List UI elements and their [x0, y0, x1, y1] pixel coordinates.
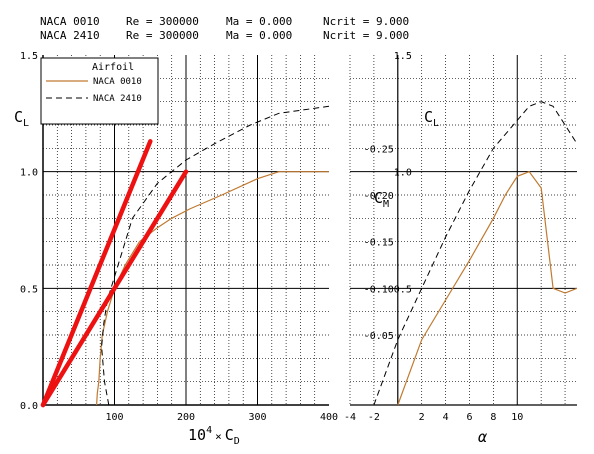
drag-polar-panel: 0.0 0.5 1.0 1.5 100 200 300 400 CL 104 × CD Airf…	[14, 51, 338, 447]
alpha-axis-label: α	[478, 428, 488, 446]
header-ma-1: Ma = 0.000	[226, 15, 292, 28]
legend-label-naca0010: NACA 0010	[93, 77, 142, 87]
legend-box	[40, 57, 159, 125]
legend: Airfoil NACA 0010 NACA 2410	[40, 57, 159, 125]
cl-tick-label: 0.5	[20, 284, 38, 295]
alpha-tick-label: 8	[490, 412, 496, 423]
lift-alpha-panel: 1.5 1.0 0.5 -0.25 -0.20 -0.15 -0.10 -0.05 -4 -2…	[344, 51, 578, 446]
series-line-naca2410	[101, 105, 330, 406]
alpha-axes	[350, 55, 577, 406]
cm-tick-label: -0.15	[364, 238, 394, 249]
cm-tick-label: -0.20	[364, 191, 394, 202]
polar-series	[40, 105, 330, 408]
alpha-tick-label: -4	[344, 412, 356, 423]
header-ncrit-2: Ncrit = 9.000	[323, 29, 409, 42]
header-airfoil-1: NACA 0010	[40, 15, 100, 28]
tangent-line-3	[40, 169, 189, 408]
alpha-tick-label: 2	[419, 412, 425, 423]
alpha-x-ticks: -4 -2 2 4 6 8 10	[344, 412, 523, 423]
alpha-cl-ticks: 1.5 1.0 0.5	[394, 51, 412, 295]
alpha-cl-axis-label: CL	[424, 108, 439, 129]
header-re-1: Re = 300000	[126, 15, 199, 28]
alpha-cl-tick-label: 1.0	[394, 168, 412, 179]
cd-tick-label: 400	[320, 412, 338, 423]
alpha-cl-tick-label: 1.5	[394, 51, 412, 62]
header-airfoil-2: NACA 2410	[40, 29, 100, 42]
header-ma-2: Ma = 0.000	[226, 29, 292, 42]
alpha-tick-label: 4	[443, 412, 449, 423]
cm-tick-label: -0.10	[364, 284, 394, 295]
legend-title: Airfoil	[92, 62, 134, 73]
alpha-series	[373, 101, 578, 406]
cl-tick-label: 1.5	[20, 51, 38, 62]
cm-axis-label: CM	[374, 189, 389, 210]
cm-tick-label: -0.25	[364, 144, 394, 155]
alpha-grid	[349, 55, 577, 405]
header-ncrit-1: Ncrit = 9.000	[323, 15, 409, 28]
polar-y-ticks: 0.0 0.5 1.0 1.5	[20, 51, 38, 412]
alpha-series-naca0010	[397, 170, 578, 406]
alpha-cl-tick-label: 0.5	[394, 284, 412, 295]
run-header: NACA 0010 Re = 300000 Ma = 0.000 Ncrit =…	[40, 15, 409, 42]
header-re-2: Re = 300000	[126, 29, 199, 42]
cl-tick-label: 0.0	[20, 401, 38, 412]
alpha-cm-ticks: -0.25 -0.20 -0.15 -0.10 -0.05	[364, 144, 394, 342]
cm-tick-label: -0.05	[364, 331, 394, 342]
cd-tick-label: 100	[105, 412, 123, 423]
series-line-naca0010	[96, 171, 329, 406]
alpha-tick-label: 6	[466, 412, 472, 423]
cd-tick-label: 300	[248, 412, 266, 423]
cl-axis-label: CL	[14, 108, 29, 129]
cd-tick-label: 200	[177, 412, 195, 423]
cd-axis-label: 104 × CD	[188, 425, 240, 447]
alpha-series-naca2410	[373, 101, 578, 406]
tangent-line-2	[40, 139, 153, 408]
polar-x-ticks: 100 200 300 400	[105, 412, 338, 423]
alpha-tick-label: -2	[368, 412, 380, 423]
cl-tick-label: 1.0	[20, 168, 38, 179]
alpha-tick-label: 10	[511, 412, 523, 423]
legend-label-naca2410: NACA 2410	[93, 94, 142, 104]
